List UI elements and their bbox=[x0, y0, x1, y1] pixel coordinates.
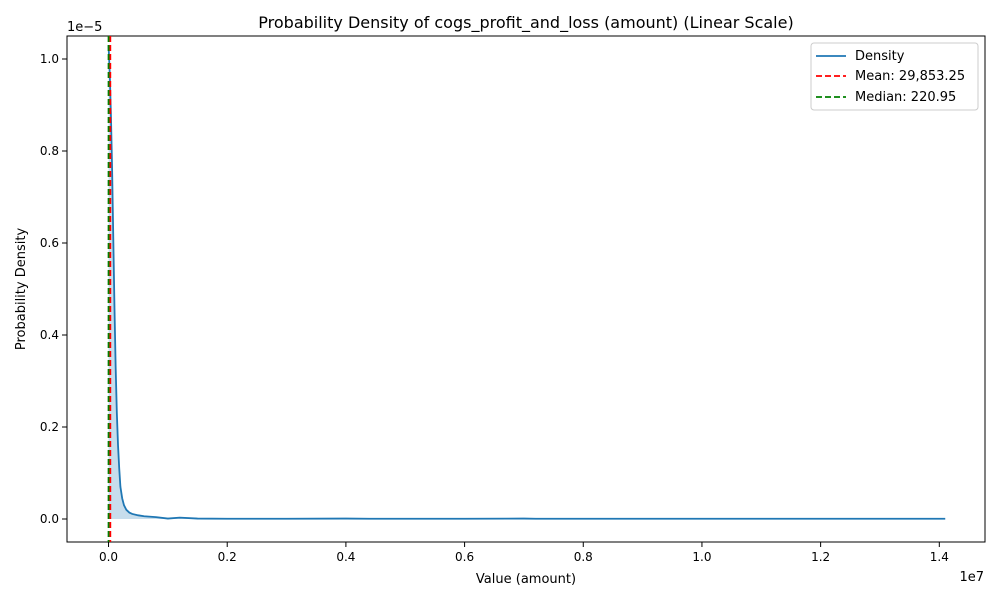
x-offset-label: 1e7 bbox=[959, 570, 984, 585]
y-offset-label: 1e−5 bbox=[67, 20, 102, 35]
y-axis: 0.0 0.2 0.4 0.6 0.8 1.0 bbox=[40, 52, 67, 526]
legend-mean-label: Mean: 29,853.25 bbox=[855, 69, 965, 84]
x-axis: 0.0 0.2 0.4 0.6 0.8 1.0 1.2 1.4 bbox=[99, 542, 949, 564]
legend-density-label: Density bbox=[855, 49, 905, 64]
x-tick-label: 0.8 bbox=[574, 550, 593, 564]
density-fill-area bbox=[108, 45, 946, 519]
x-tick-label: 1.0 bbox=[692, 550, 711, 564]
y-tick-label: 0.8 bbox=[40, 144, 59, 158]
y-tick-label: 0.0 bbox=[40, 512, 59, 526]
y-tick-label: 1.0 bbox=[40, 52, 59, 66]
x-tick-label: 0.2 bbox=[218, 550, 237, 564]
legend: Density Mean: 29,853.25 Median: 220.95 bbox=[810, 42, 979, 111]
y-axis-label: Probability Density bbox=[14, 228, 29, 351]
legend-box bbox=[810, 42, 979, 111]
x-tick-label: 1.4 bbox=[930, 550, 949, 564]
chart-title: Probability Density of cogs_profit_and_l… bbox=[258, 13, 793, 33]
y-tick-label: 0.6 bbox=[40, 236, 59, 250]
plot-area bbox=[66, 35, 986, 543]
y-tick-label: 0.2 bbox=[40, 420, 59, 434]
x-tick-label: 1.2 bbox=[811, 550, 830, 564]
legend-median-label: Median: 220.95 bbox=[855, 90, 956, 105]
plot-frame bbox=[66, 35, 986, 543]
x-tick-label: 0.0 bbox=[99, 550, 118, 564]
x-tick-label: 0.6 bbox=[455, 550, 474, 564]
density-line bbox=[107, 45, 946, 520]
x-tick-label: 0.4 bbox=[336, 550, 355, 564]
y-tick-label: 0.4 bbox=[40, 328, 59, 342]
x-axis-label: Value (amount) bbox=[476, 572, 576, 587]
